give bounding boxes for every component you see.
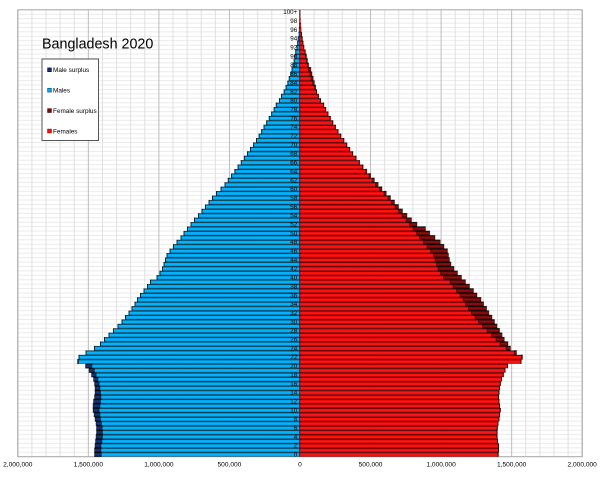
svg-text:44: 44 [290,257,297,264]
svg-text:28: 28 [290,328,297,335]
svg-text:Female surplus: Female surplus [53,108,97,115]
svg-text:84: 84 [290,80,297,87]
svg-text:92: 92 [290,45,297,52]
svg-text:1,500,000: 1,500,000 [74,462,104,469]
svg-text:30: 30 [290,319,297,326]
svg-text:98: 98 [290,18,297,25]
svg-text:Bangladesh 2020: Bangladesh 2020 [42,37,153,53]
svg-text:10: 10 [290,407,297,414]
svg-text:18: 18 [290,372,297,379]
svg-text:64: 64 [290,168,297,175]
svg-text:82: 82 [290,89,297,96]
svg-text:54: 54 [290,213,297,220]
svg-text:Male surplus: Male surplus [53,67,89,74]
svg-text:1,000,000: 1,000,000 [426,462,456,469]
svg-text:52: 52 [290,222,297,229]
svg-text:14: 14 [290,390,297,397]
svg-text:66: 66 [290,160,297,167]
svg-text:2,000,000: 2,000,000 [568,462,598,469]
svg-text:68: 68 [290,151,297,158]
svg-text:34: 34 [290,301,297,308]
svg-text:38: 38 [290,283,297,290]
svg-text:94: 94 [290,36,297,43]
svg-text:1,500,000: 1,500,000 [497,462,527,469]
svg-text:0: 0 [298,462,302,469]
svg-text:1,000,000: 1,000,000 [144,462,174,469]
svg-text:32: 32 [290,310,297,317]
svg-text:4: 4 [294,434,298,441]
svg-text:40: 40 [290,275,297,282]
svg-text:100+: 100+ [283,9,297,16]
svg-text:46: 46 [290,248,297,255]
svg-text:86: 86 [290,71,297,78]
svg-text:56: 56 [290,204,297,211]
svg-text:60: 60 [290,186,297,193]
svg-text:2,000,000: 2,000,000 [3,462,33,469]
svg-text:90: 90 [290,53,297,60]
svg-text:50: 50 [290,230,297,237]
svg-text:88: 88 [290,62,297,69]
svg-text:12: 12 [290,398,297,405]
svg-text:48: 48 [290,239,297,246]
svg-text:70: 70 [290,142,297,149]
svg-text:20: 20 [290,363,297,370]
svg-text:78: 78 [290,106,297,113]
svg-text:26: 26 [290,337,297,344]
svg-text:36: 36 [290,292,297,299]
svg-text:62: 62 [290,177,297,184]
svg-text:22: 22 [290,354,297,361]
svg-text:16: 16 [290,381,297,388]
svg-text:Males: Males [53,88,70,95]
svg-text:24: 24 [290,345,297,352]
svg-text:42: 42 [290,266,297,273]
svg-text:Females: Females [53,128,78,135]
svg-text:500,000: 500,000 [359,462,383,469]
svg-text:0: 0 [294,452,298,459]
svg-text:500,000: 500,000 [218,462,242,469]
svg-text:8: 8 [294,416,298,423]
svg-text:2: 2 [294,443,298,450]
svg-text:96: 96 [290,27,297,34]
svg-text:80: 80 [290,98,297,105]
svg-text:72: 72 [290,133,297,140]
svg-text:76: 76 [290,115,297,122]
svg-text:6: 6 [294,425,298,432]
svg-text:58: 58 [290,195,297,202]
svg-text:74: 74 [290,124,297,131]
